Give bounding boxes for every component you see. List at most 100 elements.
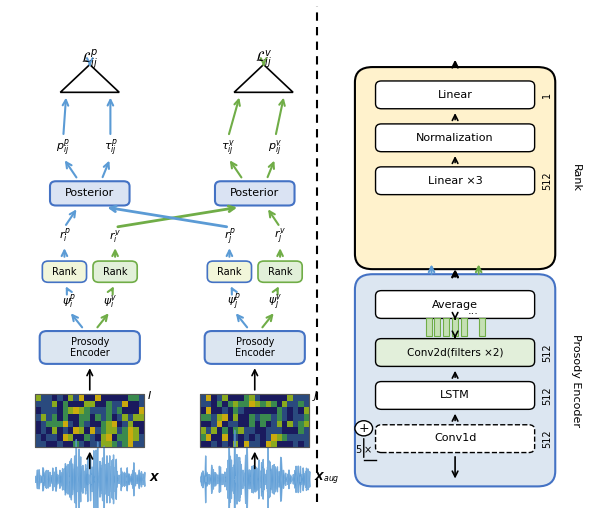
Bar xyxy=(52,394,57,401)
Bar xyxy=(57,440,63,447)
Bar xyxy=(217,407,222,414)
Bar xyxy=(266,407,271,414)
Bar xyxy=(139,394,144,401)
Bar xyxy=(57,401,63,407)
Text: $r_i^v$: $r_i^v$ xyxy=(109,228,121,245)
FancyBboxPatch shape xyxy=(43,261,86,282)
Text: Prosody
Encoder: Prosody Encoder xyxy=(235,337,275,358)
Bar xyxy=(95,401,101,407)
Bar xyxy=(222,414,227,421)
Bar xyxy=(227,394,233,401)
Bar xyxy=(222,421,227,427)
Text: Linear: Linear xyxy=(437,90,472,100)
Bar xyxy=(117,427,123,434)
Bar xyxy=(293,407,298,414)
Bar xyxy=(200,421,205,427)
Text: 512: 512 xyxy=(542,386,552,405)
Bar xyxy=(244,421,249,427)
Bar xyxy=(298,414,304,421)
Bar xyxy=(57,394,63,401)
Bar xyxy=(276,427,282,434)
Bar xyxy=(73,414,79,421)
Bar xyxy=(68,394,73,401)
Bar xyxy=(239,414,244,421)
Bar xyxy=(266,394,271,401)
Bar xyxy=(293,394,298,401)
FancyBboxPatch shape xyxy=(375,425,535,453)
Bar xyxy=(271,440,276,447)
Bar xyxy=(266,421,271,427)
Bar xyxy=(271,394,276,401)
Bar xyxy=(233,394,239,401)
Bar xyxy=(36,401,41,407)
Bar xyxy=(276,407,282,414)
Bar xyxy=(52,427,57,434)
Bar xyxy=(41,414,46,421)
Bar xyxy=(249,401,255,407)
Bar xyxy=(46,414,52,421)
Bar xyxy=(298,434,304,440)
Bar xyxy=(200,407,205,414)
Bar xyxy=(46,427,52,434)
Text: $\boldsymbol{X}$: $\boldsymbol{X}$ xyxy=(149,471,160,483)
Bar xyxy=(84,394,90,401)
Bar xyxy=(260,427,266,434)
Text: $I$: $I$ xyxy=(147,389,152,401)
Bar xyxy=(249,421,255,427)
Bar xyxy=(123,407,128,414)
Bar xyxy=(222,394,227,401)
FancyBboxPatch shape xyxy=(479,319,484,336)
FancyBboxPatch shape xyxy=(36,394,144,447)
Bar xyxy=(260,440,266,447)
Bar xyxy=(255,421,260,427)
Bar xyxy=(139,427,144,434)
Bar xyxy=(73,440,79,447)
Bar xyxy=(84,427,90,434)
Bar xyxy=(128,427,133,434)
Bar xyxy=(222,407,227,414)
Bar xyxy=(304,440,309,447)
Bar xyxy=(266,434,271,440)
Text: Rank: Rank xyxy=(268,267,292,277)
Polygon shape xyxy=(60,65,119,92)
Bar xyxy=(217,427,222,434)
Bar xyxy=(282,434,288,440)
Bar xyxy=(117,407,123,414)
Bar xyxy=(249,394,255,401)
Bar xyxy=(101,394,106,401)
Bar xyxy=(227,407,233,414)
Bar xyxy=(41,434,46,440)
Bar xyxy=(95,407,101,414)
Bar xyxy=(293,401,298,407)
Bar xyxy=(106,434,111,440)
Bar xyxy=(123,421,128,427)
Bar xyxy=(276,440,282,447)
Polygon shape xyxy=(234,65,293,92)
Bar xyxy=(52,434,57,440)
Bar xyxy=(298,394,304,401)
Bar xyxy=(133,440,139,447)
Text: 512: 512 xyxy=(542,429,552,448)
Bar xyxy=(79,394,84,401)
Bar xyxy=(282,401,288,407)
Bar xyxy=(117,421,123,427)
Bar xyxy=(73,427,79,434)
Bar xyxy=(133,407,139,414)
Bar xyxy=(106,394,111,401)
Bar xyxy=(139,440,144,447)
Bar xyxy=(133,401,139,407)
Bar xyxy=(227,414,233,421)
Bar xyxy=(84,440,90,447)
Bar xyxy=(133,434,139,440)
Bar xyxy=(123,401,128,407)
Bar xyxy=(304,394,309,401)
FancyBboxPatch shape xyxy=(375,124,535,152)
Bar xyxy=(128,421,133,427)
Bar xyxy=(139,434,144,440)
Bar xyxy=(244,394,249,401)
Bar xyxy=(123,427,128,434)
Bar xyxy=(271,407,276,414)
Text: $\tau_{ij}^v$: $\tau_{ij}^v$ xyxy=(221,138,235,157)
Bar xyxy=(211,421,217,427)
Bar xyxy=(288,427,293,434)
